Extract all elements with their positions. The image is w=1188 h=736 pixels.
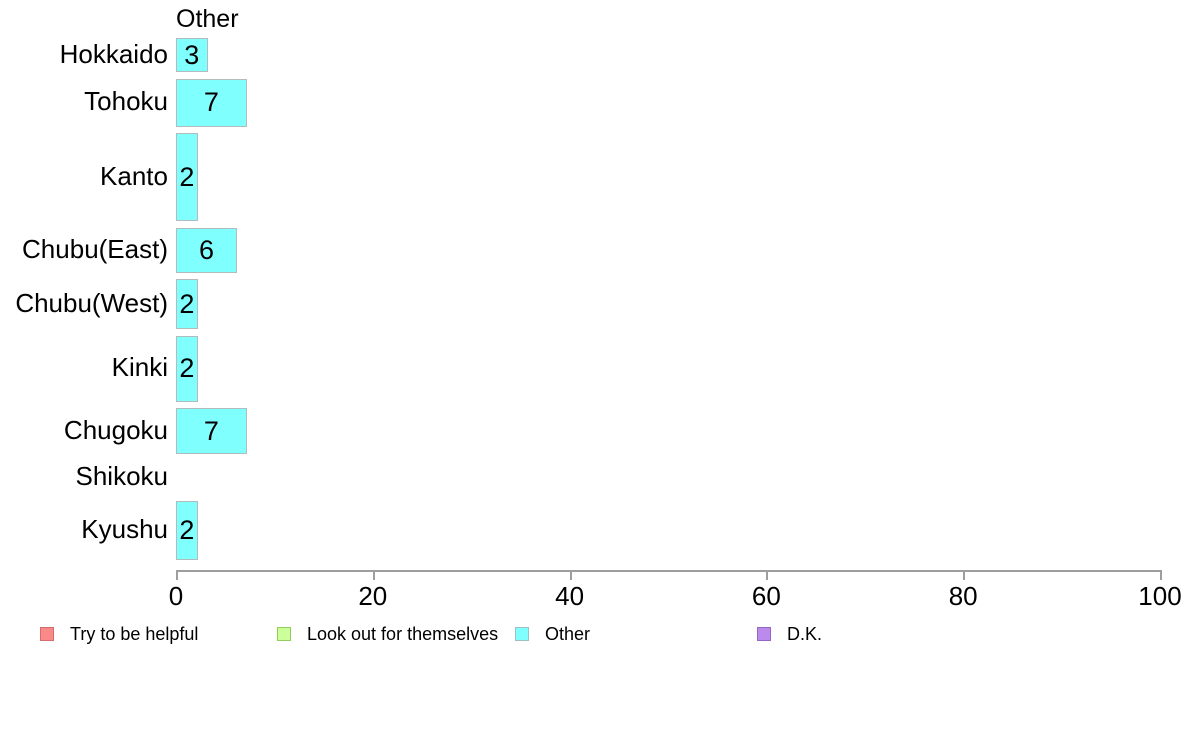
category-label: Shikoku: [75, 461, 169, 491]
category-label: Hokkaido: [59, 38, 168, 69]
x-axis-tick-label: 60: [751, 581, 781, 611]
x-axis-tick-label: 100: [1138, 581, 1182, 611]
legend-label: Other: [545, 623, 591, 644]
bar-value-label: 2: [179, 161, 195, 192]
legend-item: Other: [515, 624, 590, 644]
bar: 2: [176, 335, 198, 402]
x-axis-tick-label: 40: [555, 581, 585, 611]
legend-swatch-icon: [277, 627, 291, 641]
legend-label: D.K.: [787, 623, 823, 644]
x-axis-tick: [176, 570, 178, 580]
category-label: Kanto: [100, 160, 168, 191]
legend-item: Look out for themselves: [277, 624, 498, 644]
legend-swatch-icon: [515, 627, 529, 641]
x-axis-tick-label: 80: [948, 581, 978, 611]
category-label: Chubu(East): [22, 233, 168, 264]
bar: 6: [176, 227, 238, 273]
bar: 7: [176, 78, 247, 127]
chart-title: Other: [176, 5, 239, 33]
category-label: Kyushu: [81, 514, 168, 544]
bar: 7: [176, 408, 247, 454]
x-axis-tick: [569, 570, 572, 580]
legend-label: Try to be helpful: [70, 623, 199, 644]
bar: 2: [176, 501, 198, 560]
bar: 2: [176, 133, 198, 221]
legend-swatch-icon: [757, 627, 771, 641]
x-axis-tick-label: 0: [168, 581, 184, 611]
x-axis-line: [176, 570, 1160, 572]
bar-value-label: 2: [179, 353, 195, 383]
category-label: Chugoku: [63, 414, 168, 445]
bar: 2: [176, 279, 198, 329]
legend-item: Try to be helpful: [40, 624, 198, 644]
category-label: Tohoku: [84, 86, 168, 116]
x-axis-tick-label: 20: [358, 581, 388, 611]
x-axis-tick: [766, 570, 769, 580]
legend-item: D.K.: [757, 624, 822, 644]
x-axis-tick: [963, 570, 966, 580]
category-label: Kinki: [111, 352, 168, 382]
legend-label: Look out for themselves: [307, 623, 499, 644]
x-axis-tick: [372, 570, 375, 580]
bar-value-label: 7: [203, 415, 219, 446]
bar-value-label: 3: [184, 39, 200, 70]
bar-value-label: 6: [199, 234, 215, 265]
bar-value-label: 2: [179, 515, 195, 545]
legend-swatch-icon: [40, 627, 54, 641]
bar-value-label: 7: [203, 87, 219, 117]
category-label: Chubu(West): [15, 287, 168, 318]
bar: 3: [176, 38, 208, 72]
x-axis-tick: [1160, 570, 1162, 580]
bar-value-label: 2: [179, 288, 195, 319]
